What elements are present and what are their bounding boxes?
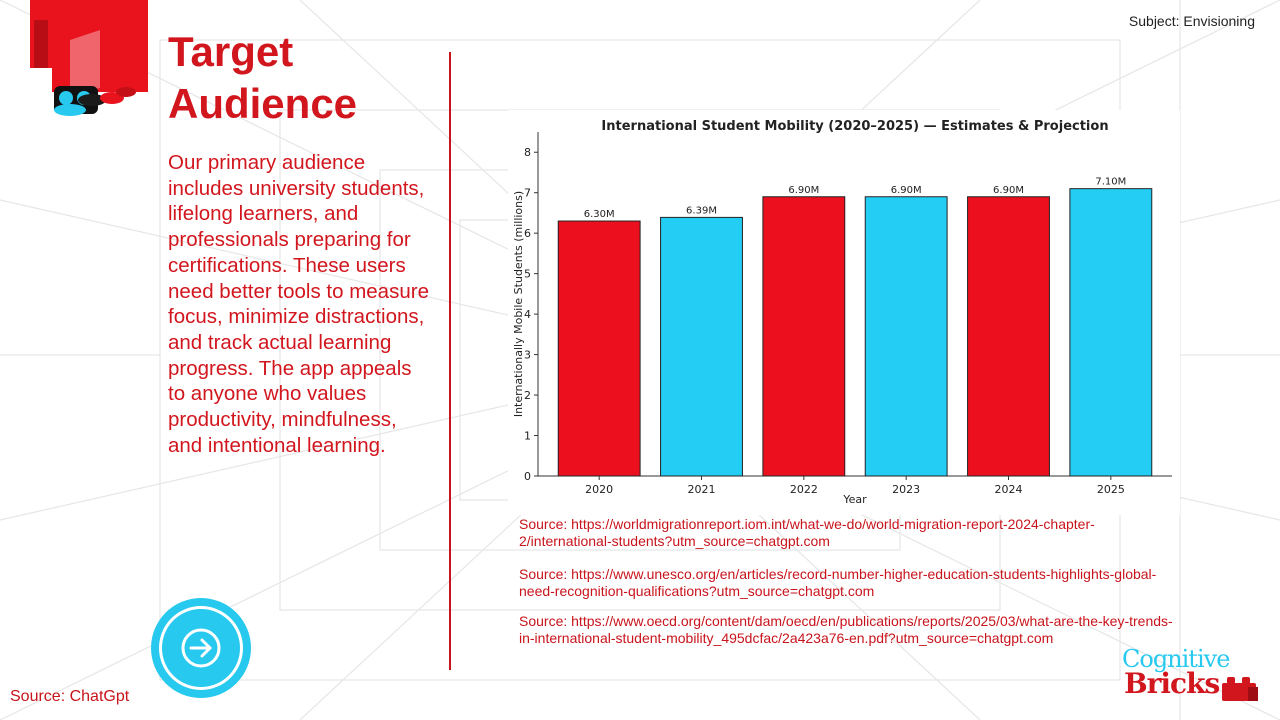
chart-data-label-2025: 7.10M: [1095, 177, 1126, 188]
source-note-2: Source: https://www.unesco.org/en/articl…: [519, 566, 1179, 599]
source-note-3-text: Source: https://www.oecd.org/content/dam…: [519, 613, 1173, 646]
chart-data-label-2023: 6.90M: [891, 185, 922, 196]
chart-y-tick-label: 5: [524, 268, 531, 281]
chart-x-tick-label-2024: 2024: [995, 483, 1023, 496]
source-note-3: Source: https://www.oecd.org/content/dam…: [519, 613, 1179, 646]
brand-logo: Cognitive Bricks: [1122, 645, 1267, 705]
bar-chart: International Student Mobility (2020–202…: [512, 119, 1172, 506]
chart-bar-2024: [967, 196, 1050, 477]
chart-data-label-2022: 6.90M: [788, 185, 819, 196]
chart-bar-2025: [1069, 188, 1153, 477]
chart-x-tick-label-2023: 2023: [892, 483, 920, 496]
page-title: Target Audience: [168, 26, 448, 130]
vertical-divider: [449, 52, 451, 670]
chart-y-tick-label: 7: [524, 187, 531, 200]
source-footnote: Source: ChatGpt: [10, 688, 129, 706]
chart-container: International Student Mobility (2020–202…: [508, 110, 1180, 515]
chart-x-tick-label-2021: 2021: [688, 483, 716, 496]
chart-y-tick-label: 6: [524, 227, 531, 240]
brand-brick-icon: [1222, 677, 1258, 701]
chart-y-tick-label: 1: [524, 430, 531, 443]
title-line-1: Target: [168, 28, 294, 75]
source-note-1: Source: https://worldmigrationreport.iom…: [519, 516, 1179, 549]
chart-bar-2021: [660, 216, 743, 477]
lego-bricks-logo-icon: [30, 0, 148, 116]
chart-bar-2023: [864, 196, 948, 477]
arrow-right-icon: [181, 628, 221, 668]
chart-y-tick-label: 8: [524, 146, 531, 159]
chart-y-tick-label: 3: [524, 349, 531, 362]
chart-y-tick-label: 4: [524, 308, 531, 321]
chart-x-tick-label-2025: 2025: [1097, 483, 1125, 496]
chart-y-axis-label: Internationally Mobile Students (million…: [512, 191, 525, 417]
chart-bar-2020: [557, 220, 641, 477]
chart-title: International Student Mobility (2020–202…: [601, 119, 1108, 134]
next-slide-button[interactable]: [151, 598, 251, 698]
chart-x-axis-label: Year: [842, 493, 867, 506]
chart-x-tick-label-2020: 2020: [585, 483, 613, 496]
chart-y-tick-label: 2: [524, 389, 531, 402]
audience-description: Our primary audience includes university…: [168, 151, 429, 457]
brand-word-bricks: Bricks: [1124, 667, 1220, 700]
chart-data-label-2021: 6.39M: [686, 205, 717, 216]
source-note-1-text: Source: https://worldmigrationreport.iom…: [519, 516, 1095, 549]
source-footnote-value: ChatGpt: [69, 688, 130, 705]
source-note-2-text: Source: https://www.unesco.org/en/articl…: [519, 566, 1157, 599]
chart-bar-2022: [762, 196, 846, 477]
chart-x-tick-label-2022: 2022: [790, 483, 818, 496]
subject-value: Envisioning: [1183, 13, 1255, 29]
source-footnote-label: Source:: [10, 688, 66, 705]
chart-y-tick-label: 0: [524, 470, 531, 483]
subject-label: Subject: Envisioning: [1129, 13, 1255, 29]
title-line-2: Audience: [168, 80, 358, 127]
next-button-ring: [159, 606, 243, 690]
subject-label-prefix: Subject:: [1128, 13, 1180, 29]
chart-data-label-2024: 6.90M: [993, 185, 1024, 196]
chart-data-label-2020: 6.30M: [584, 209, 615, 220]
brand-word-cognitive: Cognitive: [1122, 645, 1230, 673]
